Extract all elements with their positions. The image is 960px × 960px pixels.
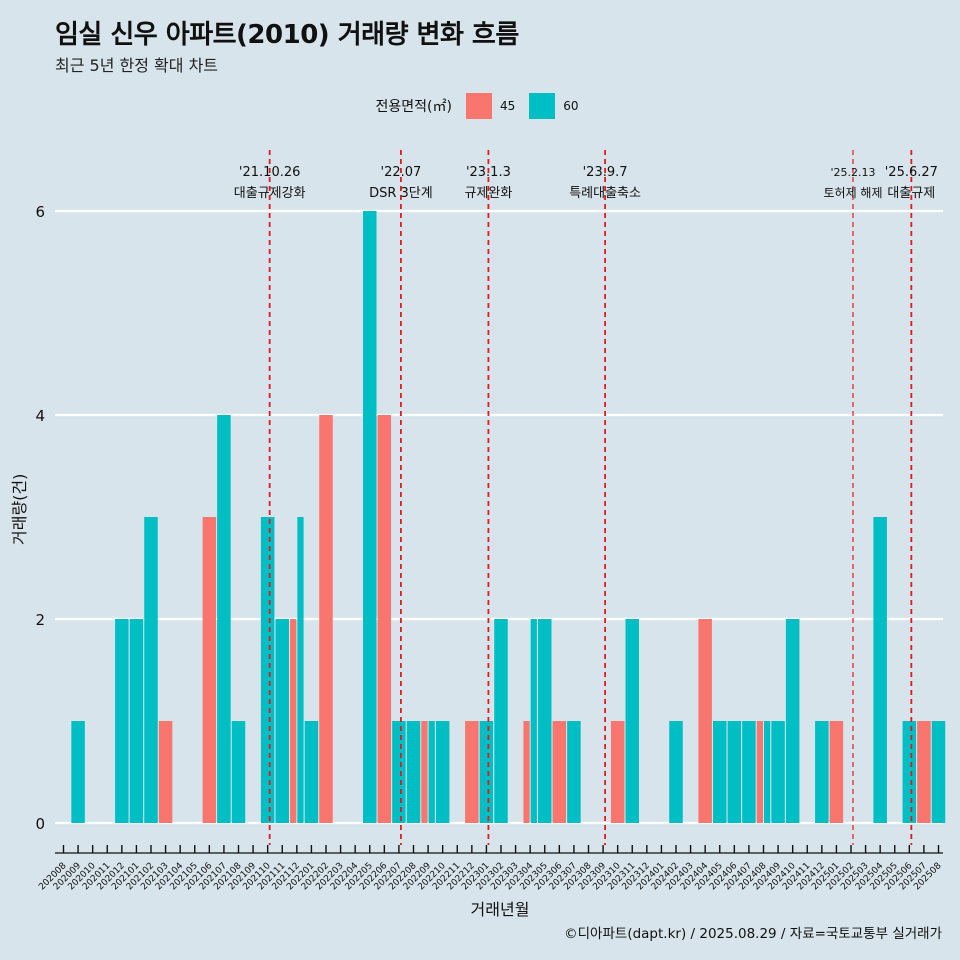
- bar-45-202507: [917, 721, 931, 823]
- event-label-2: 규제완화: [464, 186, 512, 201]
- event-date-4: '25.2.13: [830, 166, 875, 179]
- legend-label-60: 60: [563, 99, 579, 113]
- bar-45-202310: [610, 721, 625, 823]
- bar-60-202101: [129, 619, 144, 823]
- bar-60-202210: [435, 721, 450, 823]
- bar-45-202501: [829, 721, 844, 823]
- bar-60-202307: [567, 721, 581, 823]
- bar-60-202305: [538, 619, 552, 823]
- bar-60-202205: [363, 211, 377, 823]
- bar-45-202212: [465, 721, 479, 823]
- chart-title: 임실 신우 아파트(2010) 거래량 변화 흐름: [55, 20, 519, 50]
- bar-60-202201: [304, 721, 319, 823]
- bar-60-202407: [742, 721, 756, 823]
- bar-60-202406: [727, 721, 742, 823]
- bar-60-202408: [764, 721, 771, 823]
- bar-60-202209: [428, 721, 435, 823]
- event-label-0: 대출규제강화: [234, 186, 306, 201]
- event-label-1: DSR 3단계: [369, 186, 433, 201]
- legend-title: 전용면적(㎡): [375, 99, 452, 115]
- event-label-5: 대출규제: [887, 186, 935, 201]
- legend-key-60: [529, 93, 556, 119]
- axes: 0246202008202009202010202011202012202101…: [35, 203, 943, 892]
- y-tick-label: 4: [35, 407, 45, 425]
- y-axis-label: 거래량(건): [10, 473, 29, 545]
- bar-45-202206: [377, 415, 392, 823]
- bar-60-202112: [297, 517, 304, 823]
- bar-60-202012: [115, 619, 129, 823]
- event-date-1: '22.07: [381, 165, 422, 180]
- y-tick-label: 2: [35, 611, 45, 629]
- legend-label-45: 45: [499, 99, 516, 113]
- bar-45-202306: [552, 721, 567, 823]
- bar-45-202112: [290, 619, 297, 823]
- bar-60-202504: [873, 517, 887, 823]
- bar-60-202107: [217, 415, 231, 823]
- bar-45-202304: [523, 721, 530, 823]
- bar-60-202009: [71, 721, 85, 823]
- bar-60-202402: [669, 721, 683, 823]
- bar-45-202404: [698, 619, 712, 823]
- y-tick-label: 6: [35, 203, 45, 221]
- bar-60-202110: [260, 517, 275, 823]
- bar-60-202208: [406, 721, 421, 823]
- bar-60-202311: [625, 619, 639, 823]
- bar-60-202410: [785, 619, 800, 823]
- event-lines: '21.10.26 대출규제강화 '22.07 DSR 3단계 '23.1.3 규제완화 '…: [234, 150, 938, 845]
- event-label-3: 특례대출축소: [569, 186, 641, 201]
- bar-60-202409: [771, 721, 785, 823]
- event-date-3: '23.9.7: [583, 165, 628, 180]
- legend: 전용면적(㎡) 45 60: [0, 93, 960, 119]
- bar-60-202508: [931, 721, 946, 823]
- bar-45-202209: [421, 721, 428, 823]
- bar-45-202408: [756, 721, 763, 823]
- bar-60-202405: [713, 721, 727, 823]
- bars: [71, 211, 946, 823]
- bar-45-202103: [158, 721, 173, 823]
- bar-45-202106: [202, 517, 217, 823]
- bar-60-202102: [144, 517, 158, 823]
- event-label-4: 토허제 해제: [823, 186, 882, 200]
- event-date-5: '25.6.27: [885, 165, 938, 180]
- bar-60-202506: [902, 721, 917, 823]
- bar-60-202304: [530, 619, 537, 823]
- bar-60-202302: [494, 619, 508, 823]
- bar-45-202202: [319, 415, 333, 823]
- bar-60-202412: [815, 721, 829, 823]
- caption: ©디아파트(dapt.kr) / 2025.08.29 / 자료=국토교통부 실…: [564, 926, 942, 942]
- bar-60-202111: [275, 619, 289, 823]
- legend-key-45: [465, 93, 492, 119]
- event-date-2: '23.1.3: [466, 165, 511, 180]
- x-axis-label: 거래년월: [470, 900, 530, 919]
- event-date-0: '21.10.26: [239, 165, 300, 180]
- chart-subtitle: 최근 5년 한정 확대 차트: [55, 56, 219, 75]
- bar-60-202108: [231, 721, 246, 823]
- bar-60-202207: [392, 721, 406, 823]
- bar-60-202301: [479, 721, 494, 823]
- y-tick-label: 0: [35, 815, 45, 833]
